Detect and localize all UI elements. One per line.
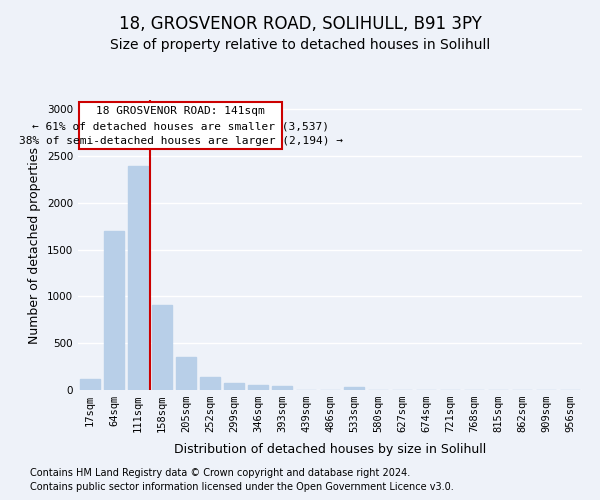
Text: ← 61% of detached houses are smaller (3,537): ← 61% of detached houses are smaller (3,… (32, 121, 329, 131)
Text: Size of property relative to detached houses in Solihull: Size of property relative to detached ho… (110, 38, 490, 52)
Text: Contains HM Land Registry data © Crown copyright and database right 2024.: Contains HM Land Registry data © Crown c… (30, 468, 410, 477)
Bar (79, 102, 282, 148)
Bar (104, 231, 124, 390)
Bar (80, 379, 100, 390)
Bar (128, 166, 148, 390)
X-axis label: Distribution of detached houses by size in Solihull: Distribution of detached houses by size … (174, 444, 486, 456)
Bar (224, 382, 244, 390)
Bar (272, 386, 292, 390)
Y-axis label: Number of detached properties: Number of detached properties (28, 146, 41, 344)
Text: 38% of semi-detached houses are larger (2,194) →: 38% of semi-detached houses are larger (… (19, 136, 343, 146)
Bar (176, 358, 196, 390)
Bar (344, 387, 364, 390)
Bar (200, 377, 220, 390)
Text: 18 GROSVENOR ROAD: 141sqm: 18 GROSVENOR ROAD: 141sqm (96, 106, 265, 116)
Text: 18, GROSVENOR ROAD, SOLIHULL, B91 3PY: 18, GROSVENOR ROAD, SOLIHULL, B91 3PY (119, 15, 481, 33)
Bar (152, 305, 172, 390)
Bar (248, 386, 268, 390)
Text: Contains public sector information licensed under the Open Government Licence v3: Contains public sector information licen… (30, 482, 454, 492)
